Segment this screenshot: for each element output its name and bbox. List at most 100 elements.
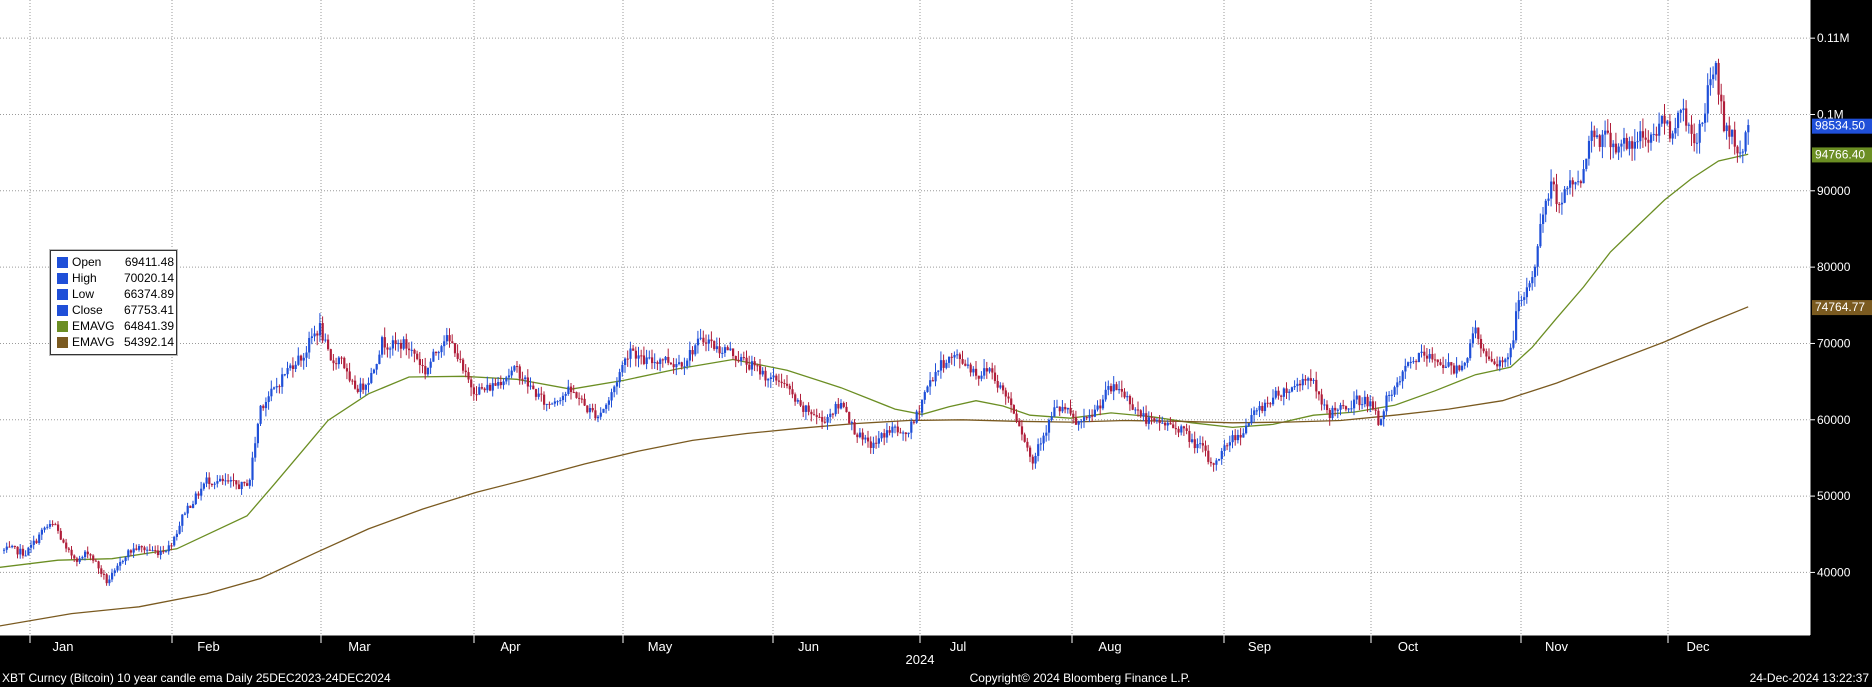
candle-body (75, 558, 79, 562)
candle-body (1563, 189, 1566, 203)
candle-body (13, 545, 16, 547)
candle-body (1285, 388, 1288, 393)
candle-body (1334, 407, 1337, 411)
candle-body (1145, 413, 1148, 424)
candle-body (1093, 409, 1096, 417)
candle-body (664, 356, 667, 361)
last-value-tag (1812, 147, 1872, 163)
candle-body (1245, 425, 1248, 434)
candle-body (1309, 378, 1312, 381)
candle-body (1142, 413, 1145, 417)
candle-body (745, 357, 748, 365)
candle-body (1220, 450, 1223, 460)
candle-body (1290, 387, 1294, 392)
candle-body (1304, 378, 1307, 381)
candle-body (875, 442, 878, 444)
candle-body (818, 416, 821, 418)
candle-body (189, 505, 192, 508)
candle-body (807, 405, 810, 412)
legend-label: High (72, 271, 97, 285)
candle-body (480, 387, 484, 389)
candle-body (351, 380, 354, 382)
y-tick-label: 60000 (1817, 413, 1851, 427)
candle-body (1123, 391, 1126, 398)
candle-body (1641, 131, 1645, 138)
candle-body (796, 400, 799, 402)
candle-body (1612, 143, 1615, 148)
candle-body (159, 551, 162, 556)
candle-body (1388, 394, 1391, 396)
candle-body (926, 386, 929, 393)
candle-body (632, 348, 635, 351)
footer-left: XBT Curncy (Bitcoin) 10 year candle ema … (2, 671, 391, 685)
candle-body (1377, 410, 1380, 425)
candle-body (883, 433, 886, 438)
candle-body (667, 356, 670, 363)
candle-body (343, 357, 346, 369)
candle-body (1080, 421, 1083, 423)
candle-body (1566, 187, 1569, 190)
candle-body (1536, 246, 1539, 267)
candle-body (1074, 417, 1078, 425)
candle-body (1482, 348, 1485, 352)
candle-body (173, 536, 176, 546)
y-tick-label: 0.11M (1817, 31, 1849, 45)
candle-body (1042, 435, 1045, 444)
candle-body (138, 546, 141, 550)
legend-value: 66374.89 (123, 287, 174, 301)
candle-body (1320, 394, 1323, 405)
candle-body (775, 375, 778, 381)
candle-body (1401, 371, 1404, 382)
candle-body (1085, 417, 1088, 419)
candle-body (821, 416, 824, 422)
candle-body (1104, 389, 1107, 400)
candle-body (1004, 390, 1007, 397)
candle-body (975, 368, 978, 376)
candle-body (467, 372, 470, 380)
candle-body (1587, 140, 1591, 159)
candle-body (1188, 430, 1191, 442)
candle-body (132, 548, 135, 553)
candle-body (1037, 444, 1040, 456)
candle-body (194, 493, 197, 505)
candle-body (877, 438, 880, 444)
candle-body (621, 364, 624, 373)
candle-body (92, 555, 95, 561)
candle-body (1393, 387, 1396, 395)
candle-body (1636, 141, 1639, 143)
candle-body (556, 401, 559, 403)
candle-body (942, 360, 945, 368)
candle-body (224, 480, 227, 482)
candle-body (70, 549, 73, 556)
candle-body (694, 345, 697, 355)
candle-body (348, 371, 351, 381)
legend-label: Open (72, 255, 102, 269)
candle-body (1072, 413, 1075, 418)
candle-body (1520, 299, 1523, 301)
candle-body (543, 394, 546, 405)
legend-row: EMAVG 64841.39 (57, 318, 176, 334)
candle-body (48, 523, 52, 527)
candle-body (1428, 353, 1431, 359)
x-tick-label: Nov (1545, 639, 1569, 654)
candle-body (659, 359, 662, 364)
candle-body (1596, 135, 1599, 138)
candle-body (921, 399, 924, 413)
candle-body (1442, 364, 1445, 368)
candle-body (950, 356, 953, 358)
candle-body (1444, 366, 1447, 368)
candle-body (626, 358, 629, 360)
candle-body (902, 432, 905, 434)
candle-body (57, 524, 60, 531)
candle-body (1331, 407, 1334, 419)
candle-body (683, 366, 686, 368)
candle-body (1385, 395, 1388, 412)
candle-body (1461, 365, 1464, 371)
candle-body (1728, 125, 1731, 137)
candle-body (1647, 139, 1650, 143)
candle-body (575, 392, 578, 398)
candle-body (202, 483, 205, 489)
candle-body (229, 480, 232, 482)
candle-body (464, 370, 467, 373)
